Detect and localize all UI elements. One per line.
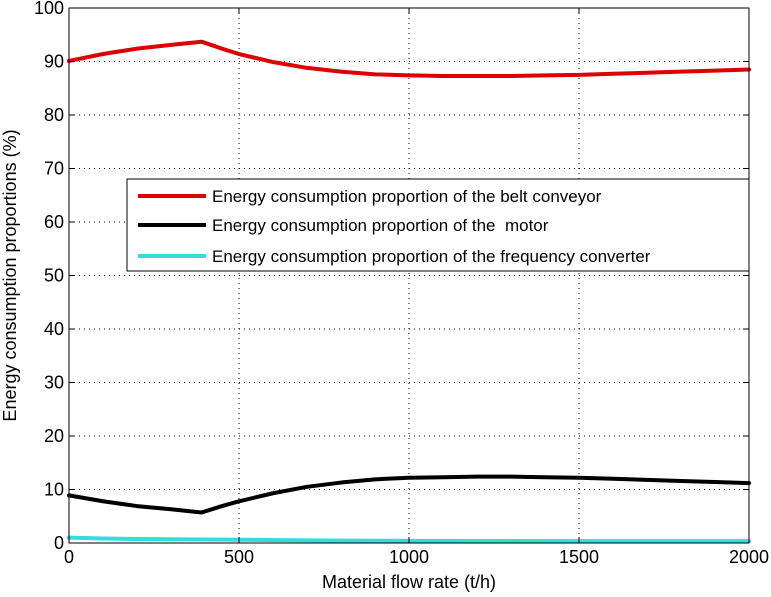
series-line-frequency-converter <box>67 535 751 544</box>
y-tick-label: 90 <box>44 52 64 72</box>
x-tick-label: 1500 <box>559 547 599 567</box>
series-group <box>67 39 751 544</box>
y-tick-label: 80 <box>44 105 64 125</box>
x-axis-label: Material flow rate (t/h) <box>322 572 496 592</box>
legend-label-frequency-converter: Energy consumption proportion of the fre… <box>212 247 651 266</box>
legend-box <box>126 178 750 272</box>
x-tick-labels: 0 500 1000 1500 2000 <box>64 547 769 567</box>
series-line-motor <box>67 474 751 515</box>
axis-ticks <box>68 7 750 544</box>
grid-lines <box>69 8 749 543</box>
x-tick-label: 0 <box>64 547 74 567</box>
y-tick-label: 40 <box>44 319 64 339</box>
x-tick-label: 500 <box>224 547 254 567</box>
legend: Energy consumption proportion of the bel… <box>126 178 750 272</box>
series-line-belt-conveyor <box>67 39 751 78</box>
y-tick-label: 100 <box>34 0 64 18</box>
legend-label-motor: Energy consumption proportion of the mot… <box>212 216 549 235</box>
y-tick-label: 50 <box>44 266 64 286</box>
x-tick-label: 1000 <box>389 547 429 567</box>
y-tick-labels: 0 10 20 30 40 50 60 70 80 90 100 <box>34 0 64 553</box>
y-tick-label: 60 <box>44 212 64 232</box>
y-tick-label: 20 <box>44 426 64 446</box>
y-axis-label: Energy consumption proportions (%) <box>0 129 20 421</box>
legend-label-belt-conveyor: Energy consumption proportion of the bel… <box>212 187 602 206</box>
y-tick-label: 0 <box>54 533 64 553</box>
x-tick-label: 2000 <box>729 547 769 567</box>
y-tick-label: 30 <box>44 373 64 393</box>
y-tick-label: 10 <box>44 480 64 500</box>
y-tick-label: 70 <box>44 159 64 179</box>
